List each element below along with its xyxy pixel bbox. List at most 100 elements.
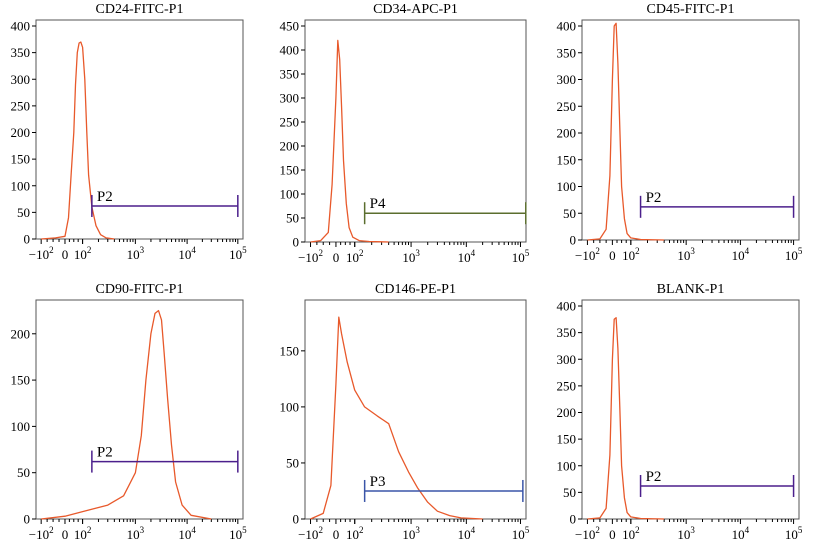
x-tick-label: 104: [458, 248, 476, 265]
histogram-curve: [41, 41, 115, 240]
panel-title: CD34-APC-P1: [373, 2, 458, 17]
histogram-curve: [310, 316, 483, 520]
x-tick-label: 0: [333, 250, 340, 265]
y-tick-label: 200: [11, 326, 31, 341]
y-tick-label: 150: [557, 432, 577, 447]
x-tick-label: 104: [178, 245, 196, 262]
plot-frame: [35, 19, 244, 240]
y-tick-label: 400: [557, 299, 577, 314]
plot-frame: [304, 19, 527, 243]
panel-title: CD146-PE-P1: [375, 282, 456, 297]
y-tick-label: 50: [17, 465, 30, 480]
y-tick-label: 300: [557, 72, 577, 87]
x-tick-label: −102: [29, 525, 54, 542]
x-tick-label: 0: [609, 248, 616, 263]
y-tick-label: 300: [11, 72, 31, 87]
plot-frame: [304, 299, 527, 520]
y-tick-label: 100: [11, 178, 31, 193]
y-tick-label: 300: [280, 91, 300, 106]
histogram-curve: [310, 39, 389, 243]
y-tick-label: 350: [11, 45, 31, 60]
x-tick-label: 104: [178, 525, 196, 542]
y-tick-label: 350: [557, 325, 577, 340]
y-tick-label: 100: [557, 179, 577, 194]
gate-label: P2: [646, 190, 662, 206]
y-tick-label: 100: [280, 399, 300, 414]
y-tick-label: 250: [557, 378, 577, 393]
y-tick-label: 350: [280, 67, 300, 82]
gate-label: P3: [370, 474, 386, 490]
gate-label: P2: [97, 445, 113, 461]
panel-title: CD24-FITC-P1: [96, 2, 184, 17]
x-tick-label: 105: [229, 245, 247, 262]
panel-title: CD90-FITC-P1: [96, 282, 184, 297]
x-tick-label: 104: [458, 525, 476, 542]
y-tick-label: 50: [286, 455, 299, 470]
y-tick-label: 200: [11, 125, 31, 140]
gate-label: P2: [97, 189, 113, 205]
x-tick-label: 103: [127, 245, 145, 262]
histogram-curve: [41, 309, 212, 520]
x-tick-label: −102: [575, 246, 600, 263]
y-tick-label: 450: [280, 19, 300, 34]
x-tick-label: 103: [677, 246, 695, 263]
y-tick-label: 0: [293, 235, 300, 250]
x-tick-label: 102: [346, 525, 364, 542]
x-tick-label: 105: [229, 525, 247, 542]
y-tick-label: 150: [11, 373, 31, 388]
x-tick-label: 105: [512, 525, 530, 542]
y-tick-label: 0: [570, 512, 577, 527]
y-tick-label: 200: [280, 139, 300, 154]
y-tick-label: 0: [24, 512, 31, 527]
y-tick-label: 250: [11, 98, 31, 113]
y-tick-label: 400: [557, 19, 577, 34]
histogram-curve: [587, 22, 665, 241]
histogram-panel: CD34-APC-P1 0 50 100 150 200 250 300 350 400 450 −1…: [280, 2, 530, 265]
plot-frame: [35, 299, 244, 520]
y-tick-label: 200: [557, 126, 577, 141]
y-tick-label: 50: [17, 205, 30, 220]
x-tick-label: 102: [346, 248, 364, 265]
x-tick-label: 102: [74, 525, 92, 542]
y-tick-label: 100: [280, 187, 300, 202]
plot-frame: [581, 19, 800, 241]
panel-title: BLANK-P1: [657, 282, 725, 297]
x-tick-label: 102: [622, 246, 640, 263]
y-tick-label: 250: [280, 115, 300, 130]
x-tick-label: 105: [512, 248, 530, 265]
y-tick-label: 100: [11, 419, 31, 434]
x-tick-label: 105: [785, 525, 803, 542]
x-tick-label: 102: [622, 525, 640, 542]
y-tick-label: 400: [280, 43, 300, 58]
histogram-curve: [587, 317, 665, 520]
x-tick-label: −102: [298, 525, 323, 542]
x-tick-label: −102: [298, 248, 323, 265]
y-tick-label: 0: [24, 232, 31, 247]
gate-label: P4: [370, 196, 386, 212]
x-tick-label: 103: [402, 525, 420, 542]
y-tick-label: 150: [280, 343, 300, 358]
x-tick-label: 103: [402, 248, 420, 265]
x-tick-label: 0: [333, 527, 340, 542]
x-tick-label: 102: [74, 245, 92, 262]
histogram-panel: CD45-FITC-P1 0 50 100 150 200 250 300 350 400 −102…: [557, 2, 803, 263]
panel-title: CD45-FITC-P1: [647, 2, 735, 17]
x-tick-label: 103: [127, 525, 145, 542]
y-tick-label: 200: [557, 405, 577, 420]
y-tick-label: 250: [557, 99, 577, 114]
y-tick-label: 50: [563, 206, 576, 221]
x-tick-label: 0: [609, 527, 616, 542]
x-tick-label: 0: [62, 247, 69, 262]
gate-label: P2: [646, 469, 662, 485]
y-tick-label: 150: [557, 152, 577, 167]
y-tick-label: 350: [557, 45, 577, 60]
x-tick-label: 103: [677, 525, 695, 542]
x-tick-label: −102: [29, 245, 54, 262]
histogram-panel: CD24-FITC-P1 0 50 100 150 200 250 300 350 400 −102…: [11, 2, 248, 262]
y-tick-label: 150: [280, 163, 300, 178]
plot-frame: [581, 299, 800, 520]
y-tick-label: 400: [11, 19, 31, 34]
